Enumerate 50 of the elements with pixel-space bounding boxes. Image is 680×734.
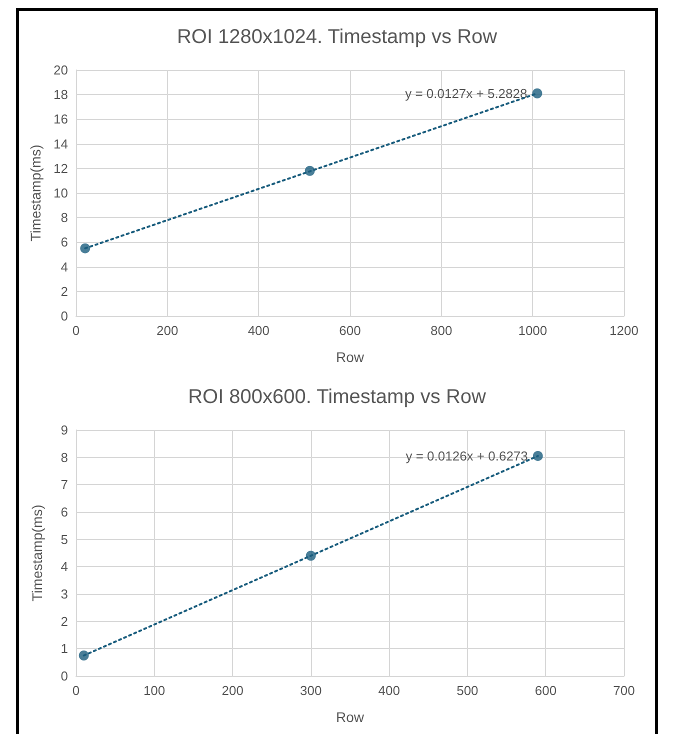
x-axis-title: Row bbox=[336, 709, 365, 725]
point bbox=[532, 88, 542, 98]
point bbox=[78, 650, 89, 660]
y-tick-label: 10 bbox=[54, 186, 68, 200]
y-axis-title: Timestamp(ms) bbox=[28, 144, 44, 242]
chart-title: ROI 800x600. Timestamp vs Row bbox=[188, 386, 486, 408]
y-tick-label: 5 bbox=[60, 532, 68, 547]
x-tick-label: 500 bbox=[456, 683, 478, 698]
x-tick-label: 200 bbox=[156, 323, 178, 338]
annotation: y = 0.0126x + 0.6273 bbox=[406, 448, 528, 464]
chart-title: ROI 1280x1024. Timestamp vs Row bbox=[176, 26, 498, 48]
y-tick-label: 3 bbox=[60, 586, 68, 602]
x-tick-label: 100 bbox=[143, 683, 166, 698]
y-axis-title: Timestamp(ms) bbox=[29, 504, 45, 602]
point bbox=[80, 243, 90, 254]
y-tick-label: 9 bbox=[60, 422, 68, 438]
y-tick-label: 8 bbox=[60, 210, 68, 226]
x-tick-label: 0 bbox=[72, 683, 80, 698]
y-tick-label: 7 bbox=[60, 477, 68, 492]
y-tick-label: 4 bbox=[60, 559, 68, 574]
point bbox=[306, 550, 316, 561]
y-tick-label: 16 bbox=[54, 112, 68, 127]
x-tick-label: 1000 bbox=[518, 323, 548, 338]
x-tick-label: 600 bbox=[339, 323, 361, 338]
annotation: y = 0.0127x + 5.2828 bbox=[405, 86, 528, 101]
y-tick-label: 20 bbox=[54, 62, 68, 78]
y-tick-label: 2 bbox=[60, 284, 68, 299]
x-tick-label: 600 bbox=[534, 683, 557, 698]
y-tick-label: 8 bbox=[60, 450, 68, 465]
y-tick-label: 18 bbox=[54, 87, 68, 102]
x-tick-label: 0 bbox=[72, 323, 80, 338]
x-tick-label: 400 bbox=[248, 323, 270, 338]
y-tick-label: 14 bbox=[54, 136, 68, 152]
point bbox=[304, 166, 315, 176]
y-tick-label: 6 bbox=[60, 234, 68, 250]
point bbox=[532, 450, 543, 461]
x-tick-label: 800 bbox=[430, 323, 452, 338]
x-tick-label: 300 bbox=[300, 683, 322, 698]
x-tick-label: 700 bbox=[613, 683, 635, 698]
x-tick-label: 200 bbox=[222, 683, 244, 698]
y-tick-label: 12 bbox=[54, 160, 68, 176]
y-tick-label: 0 bbox=[60, 308, 68, 324]
y-tick-label: 1 bbox=[60, 641, 68, 656]
x-axis-title: Row bbox=[336, 349, 365, 365]
y-tick-label: 2 bbox=[60, 614, 68, 629]
y-tick-label: 0 bbox=[60, 668, 68, 684]
x-tick-label: 1200 bbox=[610, 323, 638, 338]
y-tick-label: 6 bbox=[60, 504, 68, 520]
x-tick-label: 400 bbox=[378, 683, 400, 698]
y-tick-label: 4 bbox=[60, 259, 68, 274]
